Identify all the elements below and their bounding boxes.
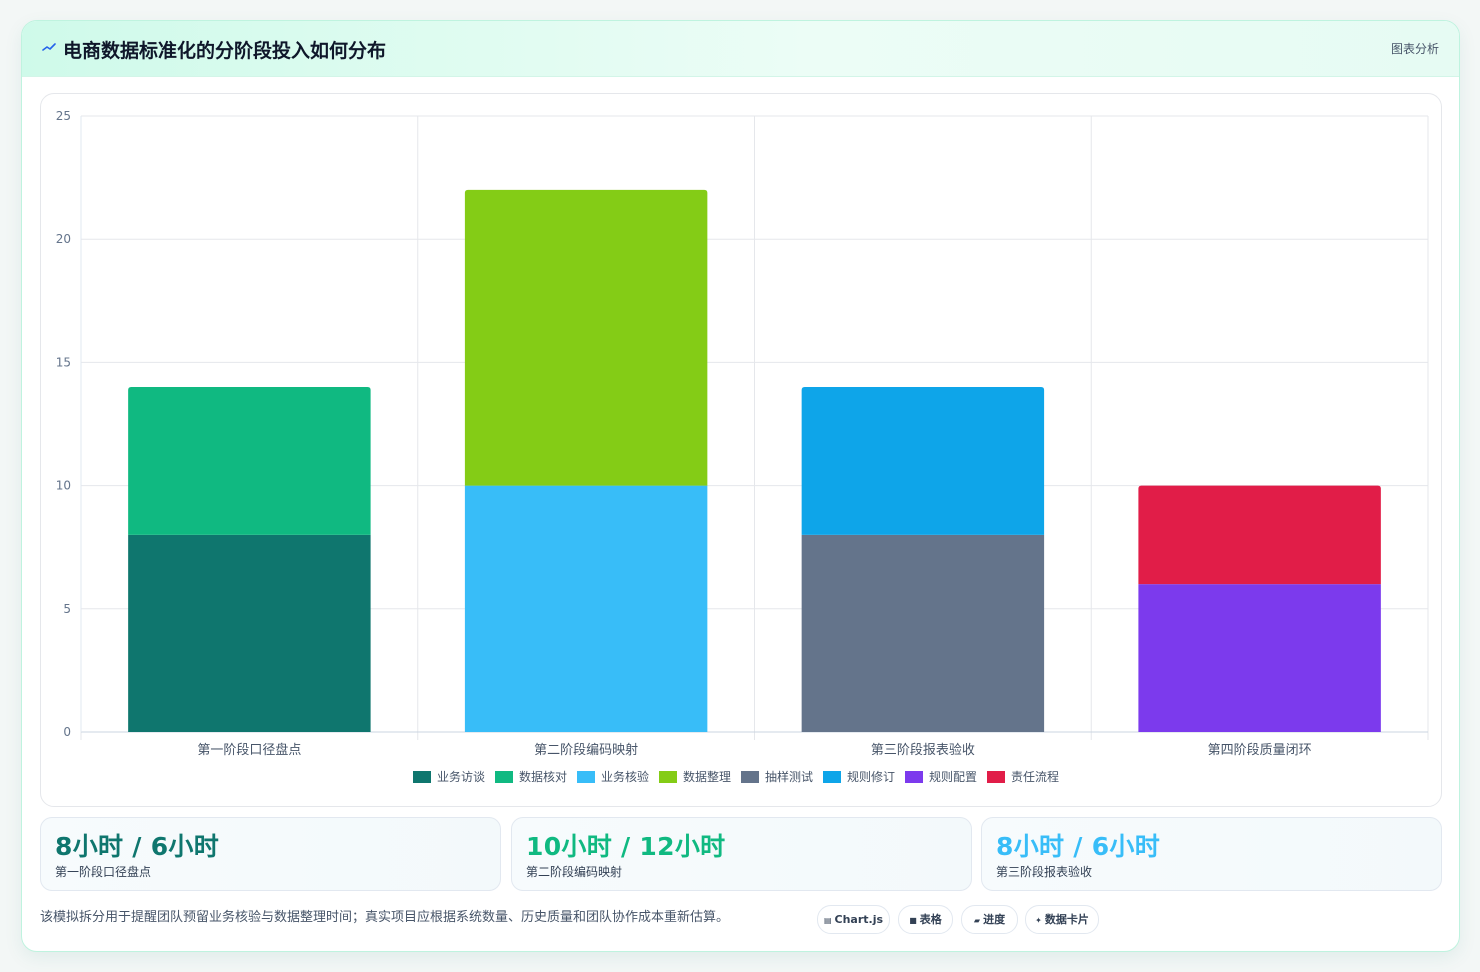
- legend-label: 抽样测试: [765, 769, 813, 784]
- legend-label: 业务访谈: [437, 769, 485, 784]
- stat-card-2: 10小时 / 12小时 第二阶段编码映射: [511, 817, 972, 891]
- progress-icon: ▰: [973, 916, 981, 925]
- stat-value: 10小时 / 12小时: [526, 832, 726, 861]
- stat-label: 第一阶段口径盘点: [55, 865, 152, 879]
- bar-segment: [801, 534, 1045, 732]
- stat-value: 8小时 / 6小时: [996, 832, 1161, 861]
- stat-label: 第三阶段报表验收: [996, 865, 1093, 879]
- legend-label: 责任流程: [1011, 769, 1059, 784]
- legend-swatch: [741, 771, 759, 783]
- legend-label: 数据核对: [519, 769, 567, 784]
- legend-swatch: [413, 771, 431, 783]
- x-tick-label: 第三阶段报表验收: [871, 742, 975, 758]
- tag-label: 进度: [983, 913, 1006, 926]
- stacked-bar-chart: 0 5 10 15 20 25 第一阶段口径盘点 第二阶段编码映射 第三阶段报表验收 第四阶段质量…: [56, 109, 1429, 784]
- footer-note: 该模拟拆分用于提醒团队预留业务核验与数据整理时间；真实项目应根据系统数量、历史质…: [40, 910, 730, 925]
- bar-segment: [1138, 584, 1381, 732]
- bar-segment: [801, 387, 1045, 535]
- legend-label: 规则修订: [847, 769, 895, 784]
- tag-chartjs[interactable]: ▤ Chart.js: [817, 905, 890, 934]
- bar-segment: [128, 534, 371, 732]
- legend-swatch: [823, 771, 841, 783]
- bar-segment: [464, 485, 708, 732]
- y-tick-label: 15: [56, 355, 71, 369]
- tag-label: 数据卡片: [1044, 913, 1089, 926]
- stat-value: 8小时 / 6小时: [55, 832, 220, 861]
- chart-icon: ▤: [823, 916, 832, 925]
- stat-card-3: 8小时 / 6小时 第三阶段报表验收: [981, 817, 1442, 891]
- legend-label: 数据整理: [683, 769, 731, 784]
- page-title: 电商数据标准化的分阶段投入如何分布: [63, 40, 387, 62]
- table-icon: ■: [909, 916, 917, 925]
- tag-progress[interactable]: ▰ 进度: [961, 905, 1018, 934]
- x-tick-label: 第二阶段编码映射: [534, 742, 638, 758]
- y-tick-label: 5: [63, 602, 71, 616]
- legend-label: 业务核验: [601, 769, 649, 784]
- x-tick-label: 第四阶段质量闭环: [1208, 743, 1312, 758]
- sparkle-icon: ✦: [1035, 916, 1042, 925]
- legend-swatch: [577, 771, 595, 783]
- y-tick-label: 25: [56, 109, 71, 123]
- chart-analysis-link[interactable]: 图表分析: [1390, 42, 1439, 56]
- y-tick-label: 10: [56, 479, 71, 493]
- y-tick-label: 0: [63, 725, 71, 739]
- legend-label: 规则配置: [929, 769, 977, 784]
- legend-swatch: [987, 771, 1005, 783]
- legend-swatch: [659, 771, 677, 783]
- chart-trend-icon: [42, 43, 56, 51]
- stat-card-1: 8小时 / 6小时 第一阶段口径盘点: [40, 817, 501, 891]
- bar-segment: [128, 387, 371, 535]
- stat-label: 第二阶段编码映射: [526, 865, 623, 879]
- bar-segment: [464, 189, 708, 486]
- y-tick-label: 20: [56, 232, 71, 246]
- bar-segment: [1138, 485, 1381, 585]
- legend-swatch: [495, 771, 513, 783]
- tag-label: 表格: [919, 913, 942, 926]
- tag-table[interactable]: ■ 表格: [898, 905, 953, 934]
- chart-container: 0 5 10 15 20 25 第一阶段口径盘点 第二阶段编码映射 第三阶段报表验收 第四阶段质量…: [40, 93, 1442, 807]
- tag-label: Chart.js: [834, 913, 884, 926]
- tag-data-card[interactable]: ✦ 数据卡片: [1025, 905, 1099, 934]
- legend-swatch: [905, 771, 923, 783]
- main-card: 电商数据标准化的分阶段投入如何分布 图表分析 0 5 10 15 20 25 第一阶段口径盘…: [21, 20, 1460, 952]
- header-bar: 电商数据标准化的分阶段投入如何分布 图表分析: [22, 21, 1459, 77]
- x-tick-label: 第一阶段口径盘点: [197, 742, 301, 758]
